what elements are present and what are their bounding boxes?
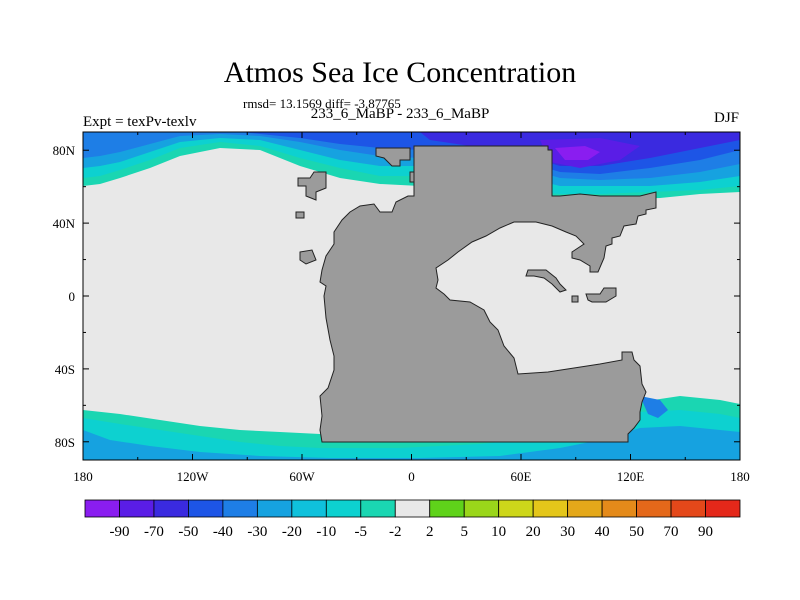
- colorbar-label: -2: [389, 524, 402, 540]
- season-label: DJF: [713, 110, 739, 126]
- y-tick-label: 0: [69, 289, 76, 304]
- colorbar-swatch: [636, 499, 672, 518]
- colorbar-swatch: [394, 499, 431, 518]
- colorbar-label: -90: [109, 524, 129, 540]
- x-tick-label: 180: [730, 469, 750, 484]
- southern-ice-band: [83, 396, 740, 460]
- colorbar-swatch: [256, 499, 293, 518]
- colorbar-swatch: [153, 499, 189, 518]
- colorbar-label: 20: [526, 524, 541, 540]
- map-field: [83, 132, 740, 460]
- x-tick-label: 60E: [511, 469, 532, 484]
- northern-ice-band: [83, 132, 740, 200]
- colorbar-swatch: [601, 499, 637, 518]
- plot-title: Atmos Sea Ice Concentration: [223, 56, 577, 89]
- colorbar-label: -5: [355, 524, 368, 540]
- colorbar-label: 70: [664, 524, 679, 540]
- experiment-label: Expt = texPv-texlv: [83, 114, 197, 130]
- y-tick-label: 40N: [53, 216, 76, 231]
- colorbar-label: -40: [213, 524, 233, 540]
- x-tick-label: 120E: [617, 469, 645, 484]
- x-tick-label: 0: [408, 469, 415, 484]
- x-tick-label: 180: [73, 469, 93, 484]
- x-tick-label: 120W: [177, 469, 210, 484]
- colorbar-label: -10: [316, 524, 336, 540]
- colorbar-label: 10: [491, 524, 506, 540]
- colorbar-swatch: [119, 499, 155, 518]
- colorbar-swatch: [670, 499, 706, 518]
- colorbar-label: 90: [698, 524, 713, 540]
- colorbar-swatch: [188, 499, 224, 518]
- colorbar-label: -70: [144, 524, 164, 540]
- map-axes: 180 120W 60W 0 60E 120E 180 80N 40N 0 40S 80S: [53, 132, 750, 484]
- colorbar-swatch: [498, 499, 534, 518]
- colorbar-label: -50: [178, 524, 198, 540]
- colorbar-swatch: [705, 499, 741, 518]
- colorbar-label: -30: [247, 524, 267, 540]
- colorbar-label: 40: [595, 524, 610, 540]
- colorbar-swatch: [429, 499, 465, 518]
- land-mask: [295, 145, 657, 443]
- x-tick-label: 60W: [289, 469, 315, 484]
- colorbar-label: 5: [460, 524, 468, 540]
- colorbar-swatch: [532, 499, 569, 518]
- y-tick-label: 40S: [55, 362, 75, 377]
- case-label: 233_6_MaBP - 233_6_MaBP: [310, 106, 490, 122]
- colorbar-swatch: [222, 499, 258, 518]
- colorbar-swatch: [325, 499, 362, 518]
- colorbar-swatch: [84, 499, 120, 518]
- colorbar-swatch: [463, 499, 500, 518]
- colorbar-label: 2: [426, 524, 434, 540]
- statistics-subtitle: rmsd= 13.1569 diff= -3.87765: [243, 96, 401, 111]
- colorbar-label: 50: [629, 524, 644, 540]
- colorbar-label: 30: [560, 524, 575, 540]
- colorbar-swatch: [360, 499, 396, 518]
- y-tick-label: 80N: [53, 143, 76, 158]
- colorbar: -90 -70 -50 -40 -30 -20 -10 -5 -2 2 5 10 20 30 40 50 70 9…: [84, 499, 741, 540]
- y-tick-label: 80S: [55, 435, 75, 450]
- colorbar-label: -20: [282, 524, 302, 540]
- colorbar-swatch: [567, 499, 603, 518]
- colorbar-swatch: [291, 499, 327, 518]
